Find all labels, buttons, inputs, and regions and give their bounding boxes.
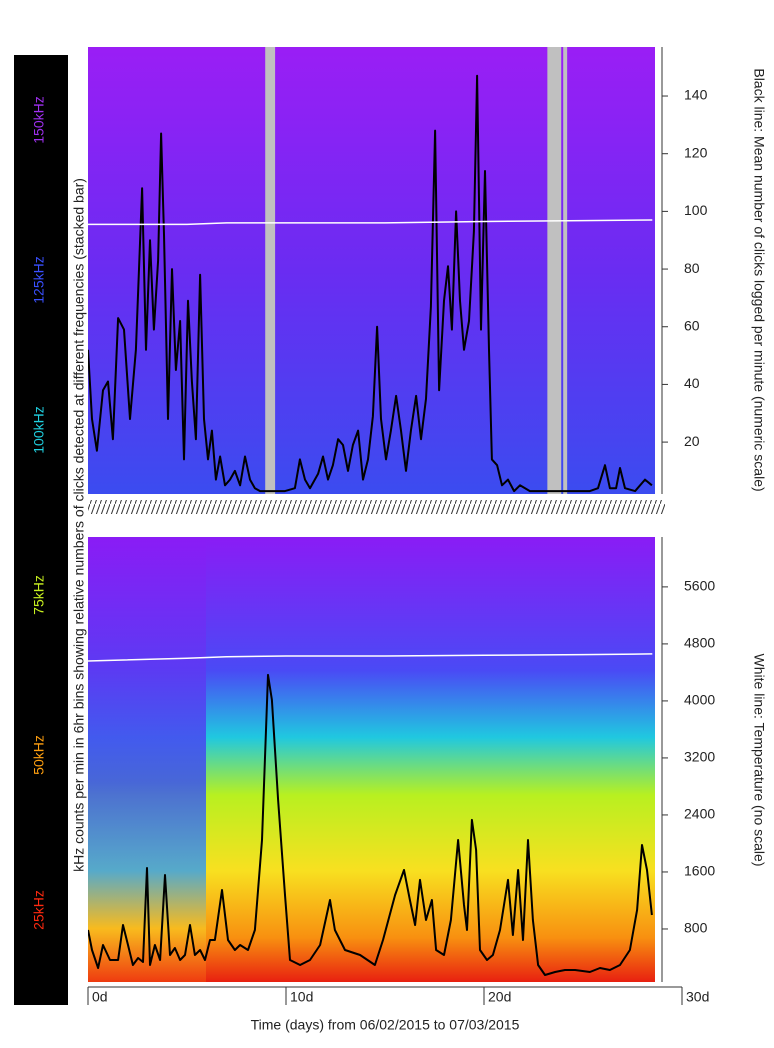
- y-tick-label: 20: [684, 433, 700, 449]
- y-tick-label: 1600: [684, 863, 715, 879]
- no-data-gap: [563, 47, 568, 494]
- y-tick-label: 60: [684, 317, 700, 333]
- plots: [88, 47, 653, 976]
- y-tick-label: 5600: [684, 578, 715, 594]
- y-label-left: kHz counts per min in 6hr bins showing r…: [71, 178, 87, 872]
- y-tick-label: 40: [684, 375, 700, 391]
- y-label-top: Black line: Mean number of clicks logged…: [751, 68, 767, 491]
- y-tick-label: 2400: [684, 806, 715, 822]
- no-data-gap: [547, 47, 562, 494]
- line: [88, 74, 653, 493]
- x-label: Time (days) from 06/02/2015 to 07/03/201…: [251, 1017, 520, 1033]
- color-scale-label: 25kHz: [31, 890, 47, 930]
- y-tick-label: 3200: [684, 749, 715, 765]
- color-scale-label: 75kHz: [31, 575, 47, 615]
- hatched-ticks: [88, 500, 665, 514]
- no-data-gap: [265, 47, 276, 494]
- color-scale-bar: [14, 55, 68, 1005]
- y-label-bottom: White line: Temperature (no scale): [751, 654, 767, 867]
- plot-area: [88, 653, 653, 976]
- y-tick-label: 4000: [684, 692, 715, 708]
- x-tick-label: 30d: [686, 989, 709, 1005]
- line: [88, 653, 653, 662]
- color-scale-label: 125kHz: [31, 256, 47, 303]
- y-tick-label: 80: [684, 260, 700, 276]
- spectrogram-bottom-early: [88, 537, 206, 982]
- y-tick-label: 120: [684, 144, 708, 160]
- y-tick-label: 140: [684, 87, 708, 103]
- color-scale-label: 100kHz: [31, 406, 47, 453]
- plot-area: [88, 47, 653, 494]
- line: [88, 673, 653, 976]
- line: [88, 219, 653, 226]
- y-tick-label: 800: [684, 920, 708, 936]
- y-tick-label: 4800: [684, 635, 715, 651]
- y-tick-label: 100: [684, 202, 708, 218]
- color-scale-label: 50kHz: [31, 735, 47, 775]
- x-tick-label: 10d: [290, 989, 313, 1005]
- color-scale-label: 150kHz: [31, 96, 47, 143]
- x-tick-label: 20d: [488, 989, 511, 1005]
- x-tick-label: 0d: [92, 989, 108, 1005]
